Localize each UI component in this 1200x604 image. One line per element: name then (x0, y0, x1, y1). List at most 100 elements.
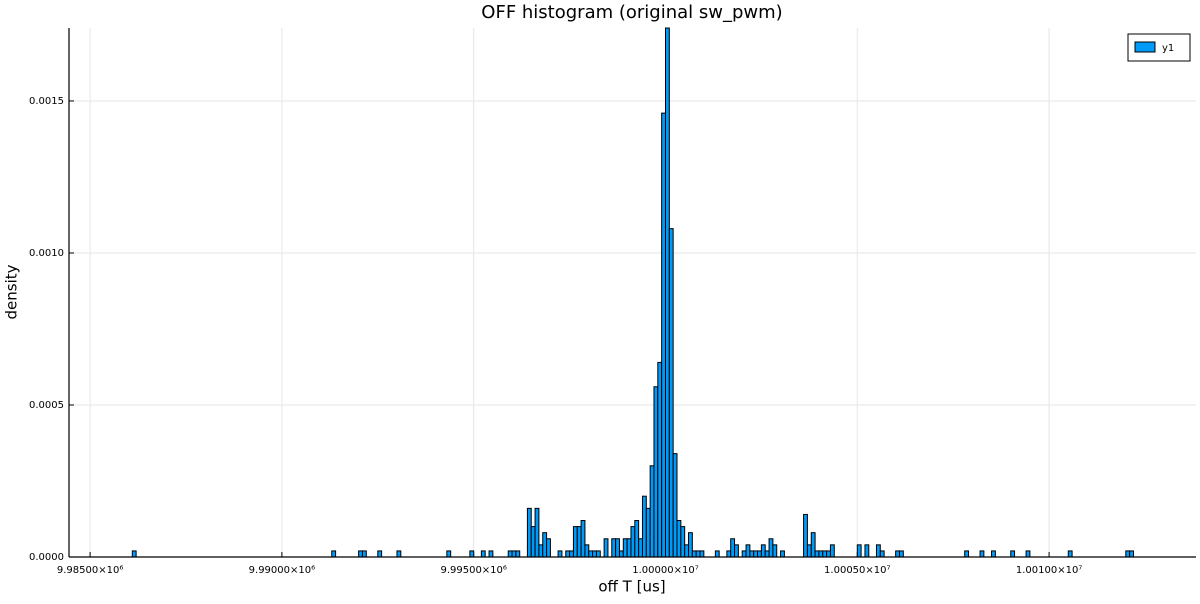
bar (764, 550, 770, 558)
bar (684, 544, 690, 558)
bar (691, 550, 697, 558)
bar (668, 228, 674, 558)
bar (734, 544, 739, 558)
bar (895, 550, 900, 558)
bar (1067, 550, 1073, 558)
bar (611, 538, 617, 558)
bar (657, 361, 663, 558)
chart-title: OFF histogram (original sw_pwm) (481, 2, 782, 23)
bar (964, 550, 970, 558)
bar (1125, 550, 1131, 558)
bar (622, 538, 628, 558)
bar (641, 495, 647, 558)
y-tick-label: 0.0005 (29, 400, 64, 411)
bar (768, 538, 774, 558)
bar (469, 550, 475, 558)
bar (638, 538, 643, 558)
bar (588, 550, 594, 558)
bar (1010, 550, 1016, 558)
bar (396, 550, 402, 558)
x-tick-label: 9.99000×10⁶ (249, 565, 315, 576)
legend-label: y1 (1162, 43, 1174, 54)
bar (526, 507, 532, 558)
bar (875, 544, 881, 558)
bar (557, 550, 563, 558)
bar (634, 520, 640, 558)
bar (618, 550, 624, 558)
bar (542, 532, 548, 558)
y-axis-label: density (3, 264, 21, 319)
bar (595, 550, 601, 558)
bar (749, 550, 755, 558)
x-axis-label: off T [us] (598, 578, 665, 596)
bar (572, 526, 578, 558)
bar (730, 538, 736, 558)
bar (576, 526, 582, 558)
bar (584, 544, 590, 558)
bar (592, 550, 597, 558)
bar (580, 520, 586, 558)
bar (1129, 550, 1134, 558)
bar (672, 453, 678, 558)
legend-swatch (1134, 41, 1156, 53)
bar (699, 550, 705, 558)
bar (507, 550, 513, 558)
y-tick-label: 0.0010 (29, 248, 64, 259)
bar (695, 550, 701, 558)
bar (565, 550, 571, 558)
bar (645, 507, 651, 558)
x-tick-label: 1.00100×10⁷ (1016, 565, 1082, 576)
bar (760, 544, 766, 558)
bar (726, 550, 732, 558)
bar (546, 538, 551, 558)
x-tick-label: 9.99500×10⁶ (440, 565, 506, 576)
bar (829, 544, 835, 558)
bar (603, 538, 609, 558)
bar (649, 465, 655, 558)
bar (511, 550, 517, 558)
bar (856, 544, 862, 558)
bar (826, 550, 831, 558)
bar (361, 550, 367, 558)
bar (864, 544, 870, 558)
bar (661, 112, 666, 558)
bar (753, 550, 759, 558)
y-tick-label: 0.0000 (29, 552, 64, 563)
bar (780, 550, 785, 558)
x-tick-label: 1.00000×10⁷ (632, 565, 698, 576)
bar (814, 550, 820, 558)
bar (676, 520, 682, 558)
bar (530, 526, 536, 558)
y-tick-label: 0.0015 (29, 96, 64, 107)
bar (653, 386, 659, 558)
bar (377, 550, 383, 558)
bar (480, 550, 486, 558)
x-tick-label: 1.00050×10⁷ (824, 565, 890, 576)
bar (358, 550, 363, 558)
bar (810, 532, 816, 558)
bar (688, 532, 693, 558)
bar (515, 550, 521, 558)
bar (818, 550, 824, 558)
bar (626, 538, 632, 558)
bar (979, 550, 985, 558)
x-tick-label: 9.98500×10⁶ (57, 565, 123, 576)
bar (331, 550, 337, 558)
bar (822, 550, 828, 558)
bar (1025, 550, 1031, 558)
bar (741, 550, 747, 558)
bar (488, 550, 494, 558)
bar (898, 550, 904, 558)
bar (879, 550, 885, 558)
bar (772, 544, 778, 558)
bar (806, 544, 812, 558)
bar (615, 538, 620, 558)
bar (803, 513, 808, 558)
bar (538, 544, 544, 558)
bar (131, 550, 137, 558)
bar (664, 27, 670, 558)
bar (446, 550, 452, 558)
bar (714, 550, 720, 558)
